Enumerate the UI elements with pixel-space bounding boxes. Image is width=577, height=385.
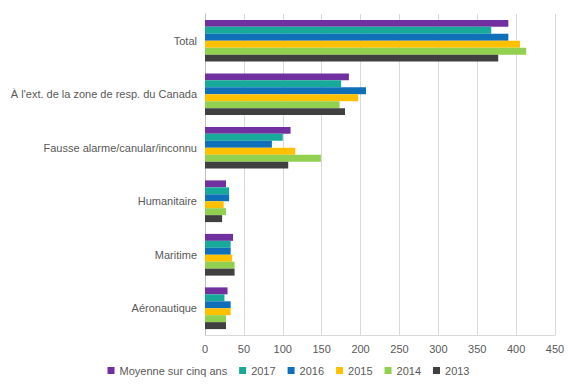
svg-text:Fausse alarme/canular/inconnu: Fausse alarme/canular/inconnu — [44, 142, 197, 154]
svg-text:0: 0 — [202, 343, 208, 355]
svg-text:2016: 2016 — [300, 365, 324, 377]
svg-text:300: 300 — [429, 343, 447, 355]
svg-text:Aéronautique: Aéronautique — [132, 302, 197, 314]
svg-text:250: 250 — [390, 343, 408, 355]
svg-text:50: 50 — [238, 343, 250, 355]
svg-text:2017: 2017 — [251, 365, 275, 377]
svg-text:Humanitaire: Humanitaire — [138, 195, 197, 207]
svg-text:450: 450 — [546, 343, 564, 355]
svg-text:À l'ext. de la zone de resp. d: À l'ext. de la zone de resp. du Canada — [11, 88, 198, 100]
svg-text:100: 100 — [274, 343, 292, 355]
svg-text:200: 200 — [351, 343, 369, 355]
svg-text:Moyenne sur cinq ans: Moyenne sur cinq ans — [120, 365, 228, 377]
svg-text:350: 350 — [468, 343, 486, 355]
svg-text:Maritime: Maritime — [155, 249, 197, 261]
svg-text:Total: Total — [174, 35, 197, 47]
svg-text:2013: 2013 — [445, 365, 469, 377]
svg-text:150: 150 — [312, 343, 330, 355]
svg-text:400: 400 — [507, 343, 525, 355]
svg-text:2015: 2015 — [348, 365, 372, 377]
svg-text:2014: 2014 — [397, 365, 421, 377]
